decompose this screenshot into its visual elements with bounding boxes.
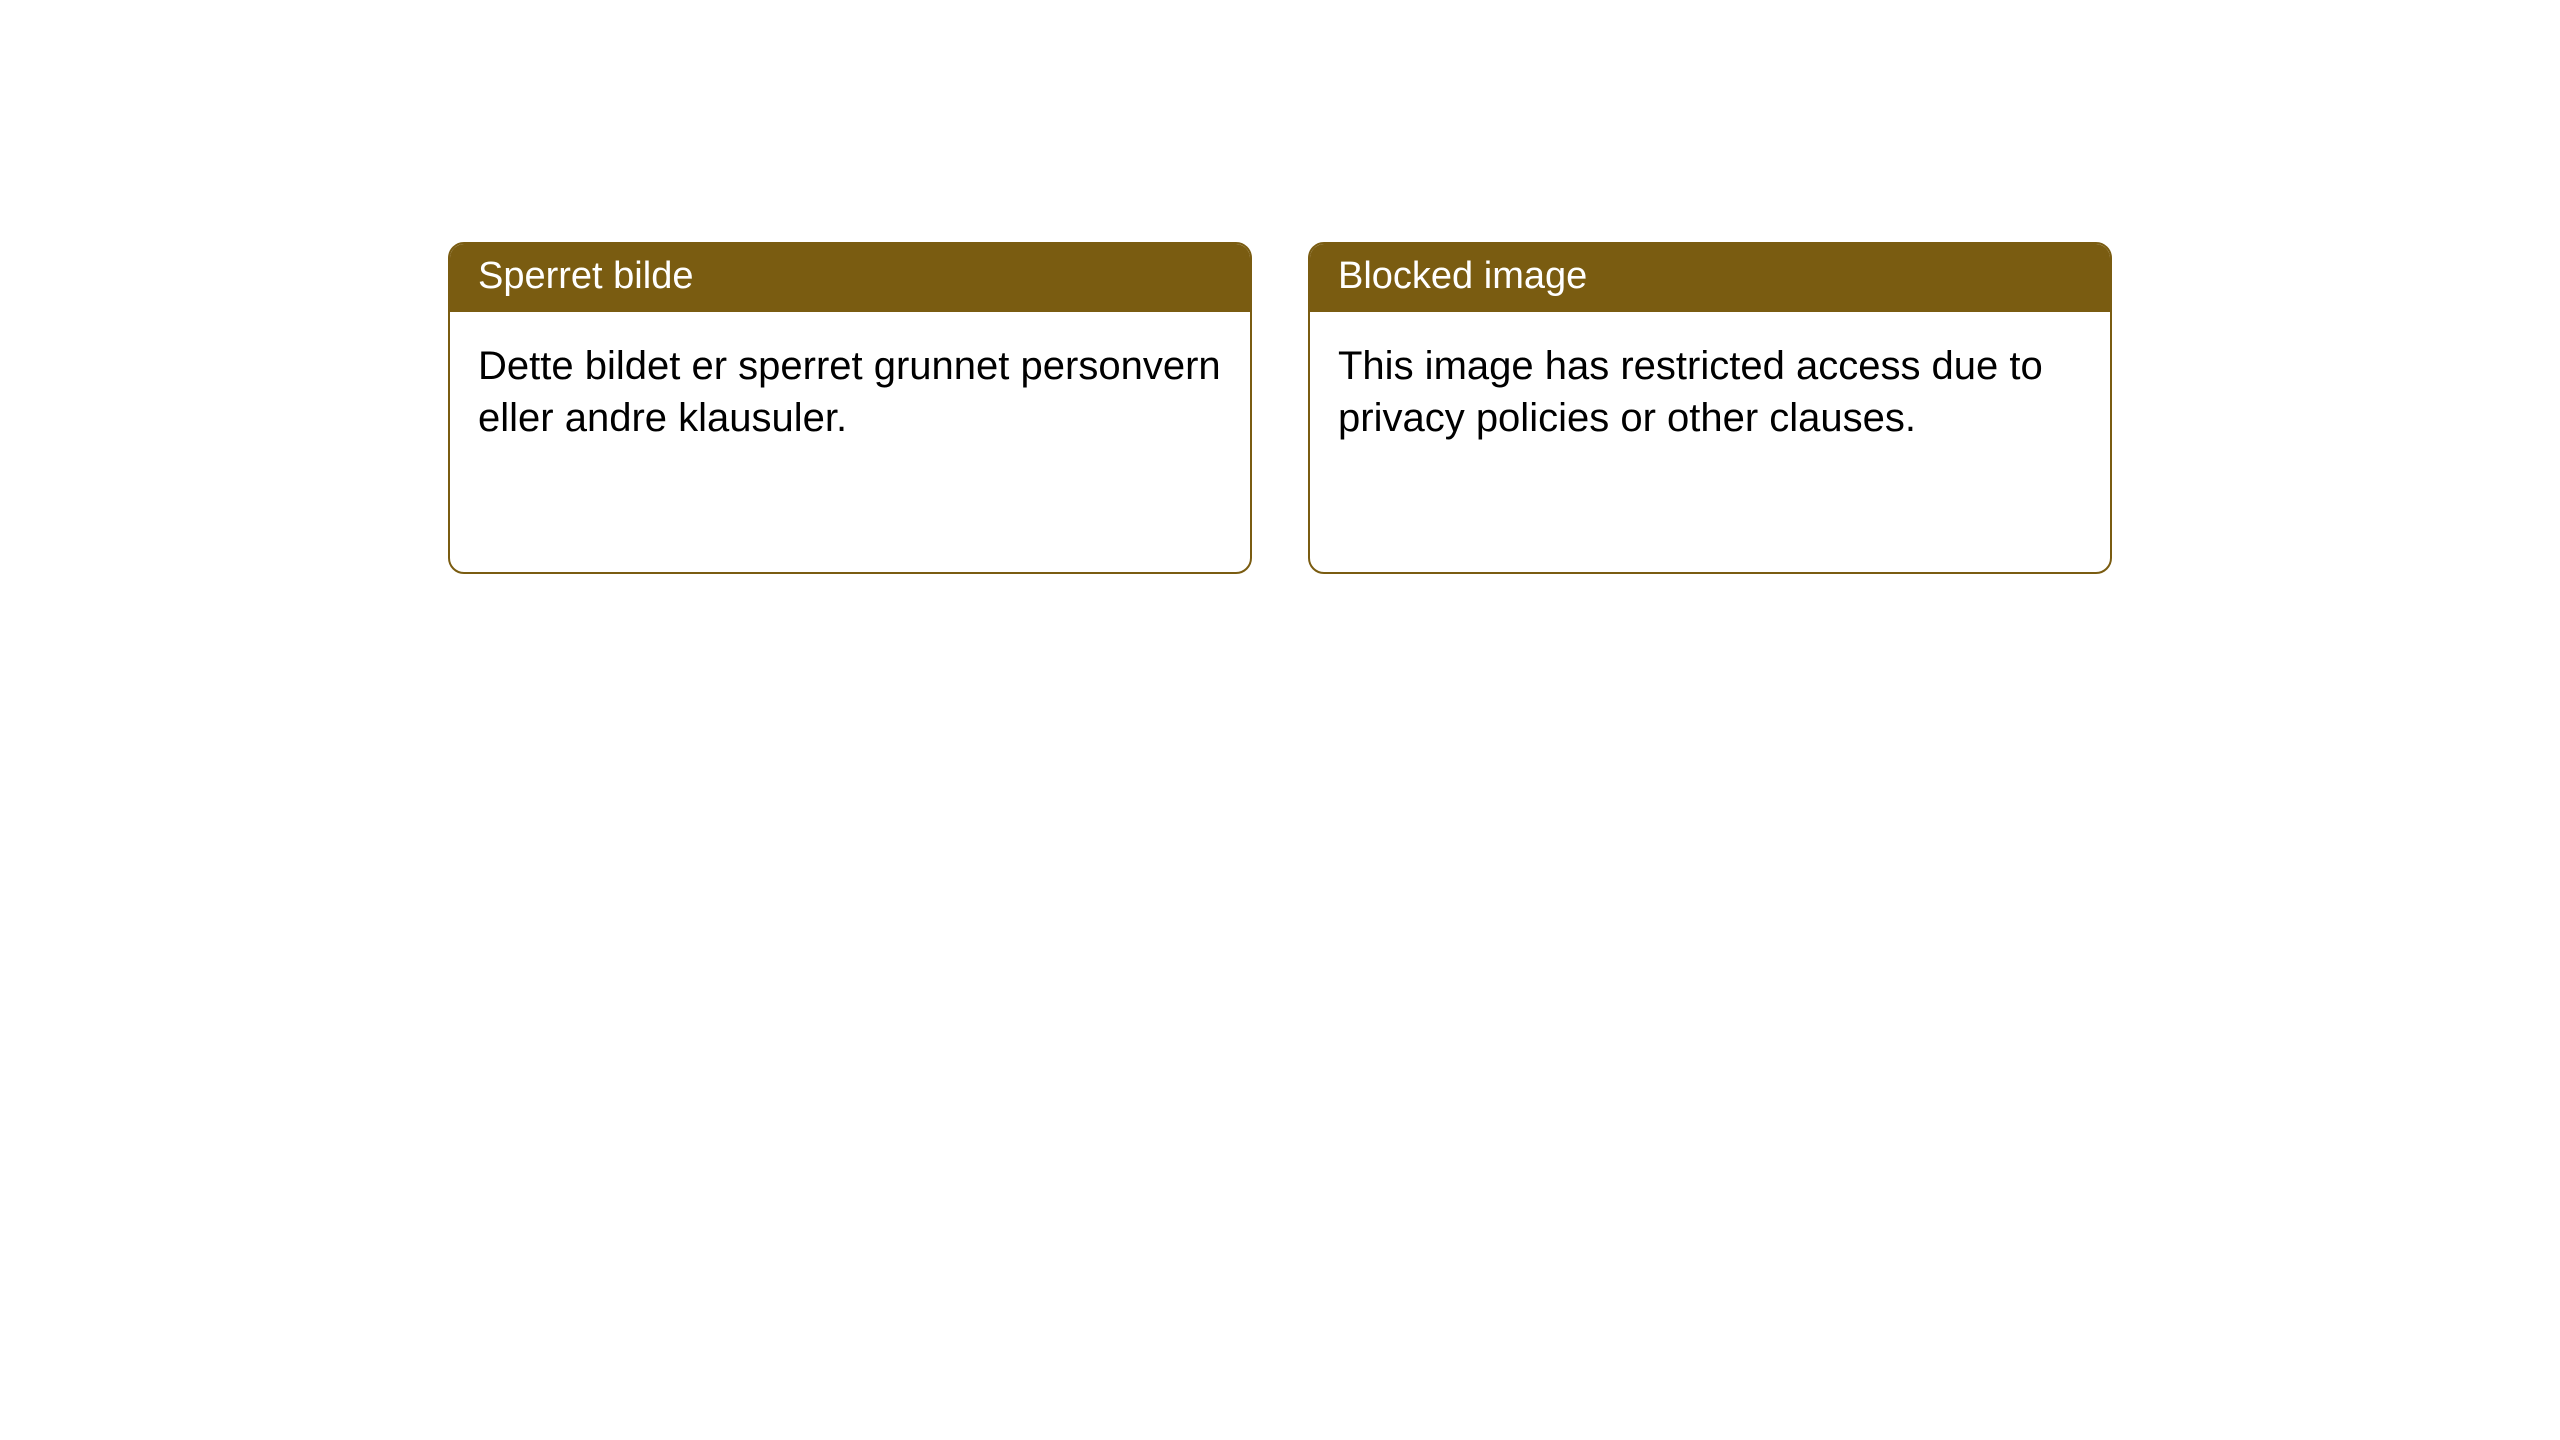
notice-card-norwegian: Sperret bilde Dette bildet er sperret gr… bbox=[448, 242, 1252, 574]
notice-body: This image has restricted access due to … bbox=[1310, 312, 2110, 474]
notice-container: Sperret bilde Dette bildet er sperret gr… bbox=[0, 0, 2560, 574]
notice-card-english: Blocked image This image has restricted … bbox=[1308, 242, 2112, 574]
notice-title: Blocked image bbox=[1310, 244, 2110, 312]
notice-title: Sperret bilde bbox=[450, 244, 1250, 312]
notice-body: Dette bildet er sperret grunnet personve… bbox=[450, 312, 1250, 474]
